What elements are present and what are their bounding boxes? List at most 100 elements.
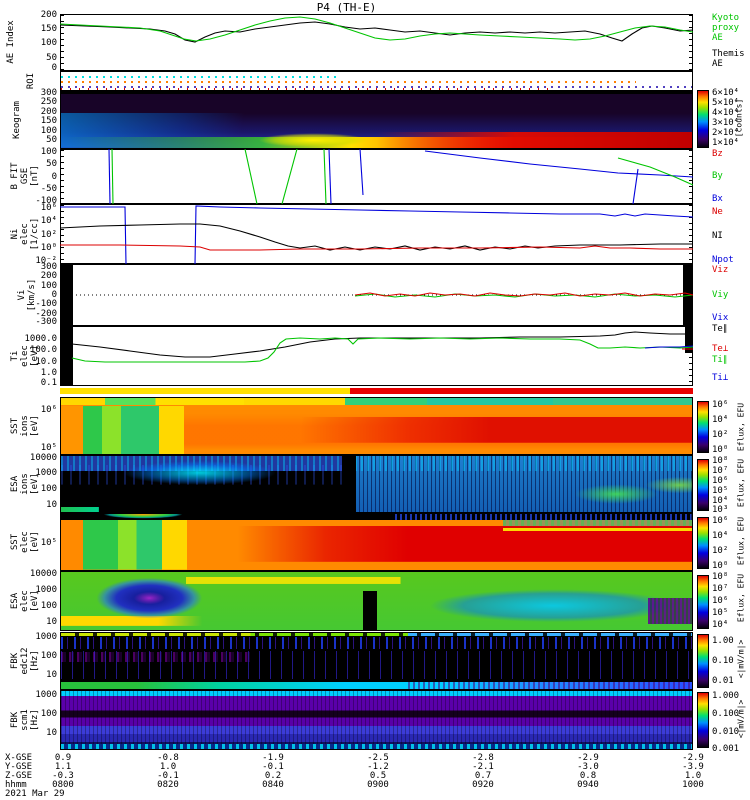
roi-orange-dots bbox=[61, 81, 636, 83]
temperature-plot bbox=[71, 331, 693, 363]
tick-label: 1.0 bbox=[40, 368, 57, 378]
tick-label: 0.2 bbox=[264, 771, 282, 781]
tick-label: 10⁶ bbox=[712, 596, 729, 606]
roi-cyan-dots bbox=[61, 76, 341, 78]
tick-label: -100 bbox=[35, 196, 57, 206]
b-line bbox=[111, 149, 114, 204]
b-line bbox=[328, 149, 332, 204]
ne-line bbox=[194, 205, 693, 264]
colorbar-sst-ions bbox=[697, 401, 709, 453]
tick-label: -3.0 bbox=[577, 762, 599, 772]
tick-label: 1000 bbox=[682, 780, 704, 790]
tick-label: -2.9 bbox=[682, 753, 704, 763]
tick-label: 0 bbox=[51, 290, 57, 300]
tick-label: 100 bbox=[40, 147, 57, 157]
tick-label: 10² bbox=[712, 546, 729, 556]
tick-label: 300 bbox=[40, 88, 57, 98]
tick-label: 1.000 bbox=[712, 691, 740, 701]
tick-label: 1.1 bbox=[54, 762, 72, 772]
tick-label: 50 bbox=[46, 135, 57, 145]
tick-label: 0940 bbox=[577, 780, 599, 790]
velocity-plot bbox=[72, 292, 693, 298]
bz-label: Bz bbox=[712, 149, 723, 159]
tick-label: 3×10⁴ bbox=[712, 118, 740, 128]
colorbar-esa-electrons bbox=[697, 575, 709, 629]
npot-line bbox=[60, 244, 693, 251]
zgse-row-label: Z-GSE bbox=[5, 771, 33, 781]
ne-line bbox=[60, 206, 127, 264]
tick-label: 10⁵ bbox=[40, 538, 57, 548]
tick-label: 10⁷ bbox=[712, 584, 729, 594]
roi-purple-dots bbox=[61, 86, 692, 88]
bx-label: Bx bbox=[712, 194, 723, 204]
colorbar-esa-ions bbox=[697, 459, 709, 511]
tick-label: -200 bbox=[35, 309, 57, 319]
tick-label: 50 bbox=[46, 53, 57, 63]
tick-label: 10⁴ bbox=[712, 496, 729, 506]
tick-label: 0.010 bbox=[712, 727, 740, 737]
ni-label: NI bbox=[712, 231, 723, 241]
tick-label: 10⁶ bbox=[712, 476, 729, 486]
tick-label: 1.0 bbox=[159, 762, 177, 772]
tick-label: 100 bbox=[40, 281, 57, 291]
tick-label: 6×10⁴ bbox=[712, 88, 740, 98]
tick-label: 10⁸ bbox=[712, 456, 729, 466]
tick-label: 10⁻² bbox=[35, 256, 57, 266]
tick-label: 10⁰ bbox=[712, 445, 729, 455]
tick-label: 0.9 bbox=[54, 753, 72, 763]
viy-label: Viy bbox=[712, 290, 729, 300]
te-par-line bbox=[71, 331, 693, 358]
b-line bbox=[424, 150, 693, 178]
tick-label: 100 bbox=[40, 709, 57, 719]
tick-label: 10 bbox=[46, 728, 57, 738]
tick-label: -2.8 bbox=[472, 753, 494, 763]
tick-label: 200 bbox=[40, 10, 57, 20]
b-line bbox=[617, 157, 693, 186]
ygse-row-label: Y-GSE bbox=[5, 762, 33, 772]
tick-label: 0.5 bbox=[369, 771, 387, 781]
tick-label: 1000 bbox=[35, 690, 57, 700]
tick-label: 10³ bbox=[712, 505, 729, 515]
vix-label: Vix bbox=[712, 313, 729, 323]
page-title: P4 (TH-E) bbox=[316, 1, 377, 14]
tick-label: -0.3 bbox=[52, 771, 74, 781]
hhmm-row-label: hhmm bbox=[5, 780, 27, 790]
tick-label: 10² bbox=[712, 430, 729, 440]
b-line bbox=[323, 149, 327, 204]
tick-label: 0920 bbox=[472, 780, 494, 790]
tick-label: 10⁶ bbox=[40, 203, 57, 213]
tick-label: 10⁶ bbox=[712, 400, 729, 410]
tick-label: 1000.0 bbox=[24, 334, 57, 344]
tick-label: 10⁵ bbox=[40, 443, 57, 453]
bfit-plot bbox=[108, 149, 693, 204]
tick-label: 2×10⁴ bbox=[712, 128, 740, 138]
ti-perp-label: Ti⊥ bbox=[712, 373, 729, 383]
tick-label: 10 bbox=[46, 617, 57, 627]
tick-label: 10⁰ bbox=[712, 561, 729, 571]
tick-label: 10000 bbox=[29, 453, 57, 463]
te-par-label: Te∥ bbox=[712, 324, 728, 334]
te-perp-label: Te⊥ bbox=[712, 344, 729, 354]
tick-label: 4×10⁴ bbox=[712, 108, 740, 118]
tick-label: 1000 bbox=[35, 468, 57, 478]
tick-label: 0.8 bbox=[579, 771, 597, 781]
tick-label: 1000 bbox=[35, 632, 57, 642]
panel-esa-electrons-spectrogram bbox=[60, 571, 693, 631]
tick-label: 10⁶ bbox=[40, 405, 57, 415]
colorbar-sst-electrons bbox=[697, 517, 709, 569]
ti-par-line bbox=[71, 337, 693, 363]
by-label: By bbox=[712, 171, 723, 181]
tick-label: 200 bbox=[40, 271, 57, 281]
ti-perp-line bbox=[644, 345, 693, 349]
ti-par-label: Ti∥ bbox=[712, 355, 728, 365]
tick-label: 1.0 bbox=[684, 771, 702, 781]
tick-label: 200 bbox=[40, 107, 57, 117]
tick-label: 10⁴ bbox=[712, 531, 729, 541]
tick-label: 100.0 bbox=[29, 345, 57, 355]
panel-fbk-scm1-spectrogram bbox=[60, 690, 693, 750]
tick-label: -1.2 bbox=[367, 762, 389, 772]
tick-label: -50 bbox=[40, 184, 57, 194]
b-line bbox=[281, 149, 298, 204]
tick-label: 10⁴ bbox=[712, 415, 729, 425]
